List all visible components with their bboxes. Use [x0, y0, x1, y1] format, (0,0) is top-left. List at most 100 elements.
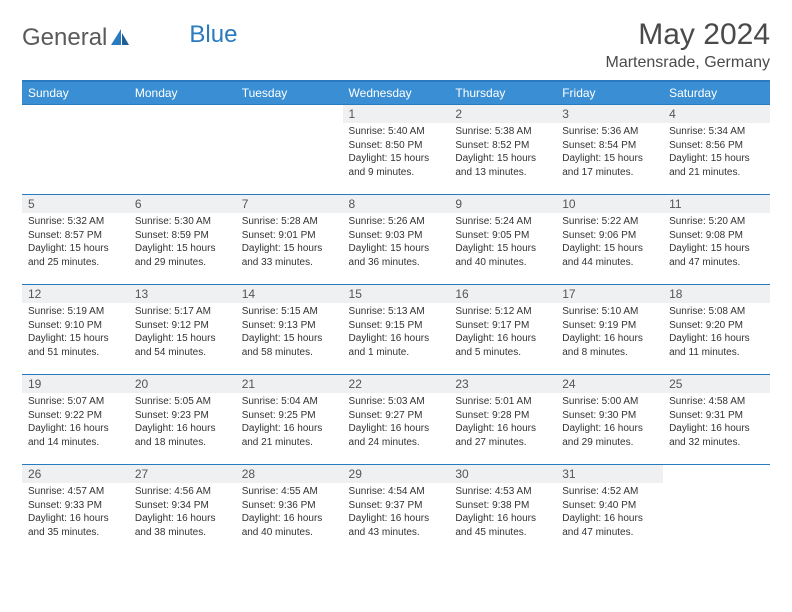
sunrise-text: Sunrise: 5:20 AM: [669, 215, 764, 229]
daylight-text: Daylight: 16 hours and 29 minutes.: [562, 422, 657, 449]
day-number: 30: [449, 465, 556, 483]
sunset-text: Sunset: 9:36 PM: [242, 499, 337, 513]
daylight-text: Daylight: 16 hours and 11 minutes.: [669, 332, 764, 359]
sunrise-text: Sunrise: 5:08 AM: [669, 305, 764, 319]
daylight-text: Daylight: 16 hours and 24 minutes.: [349, 422, 444, 449]
sunset-text: Sunset: 9:38 PM: [455, 499, 550, 513]
sunrise-text: Sunrise: 5:38 AM: [455, 125, 550, 139]
day-details: Sunrise: 5:34 AMSunset: 8:56 PMDaylight:…: [663, 123, 770, 183]
daylight-text: Daylight: 15 hours and 9 minutes.: [349, 152, 444, 179]
day-number: 24: [556, 375, 663, 393]
daylight-text: Daylight: 15 hours and 51 minutes.: [28, 332, 123, 359]
day-details: Sunrise: 5:17 AMSunset: 9:12 PMDaylight:…: [129, 303, 236, 363]
day-details: Sunrise: 5:24 AMSunset: 9:05 PMDaylight:…: [449, 213, 556, 273]
sunrise-text: Sunrise: 5:10 AM: [562, 305, 657, 319]
sunset-text: Sunset: 9:10 PM: [28, 319, 123, 333]
sunrise-text: Sunrise: 5:36 AM: [562, 125, 657, 139]
sunset-text: Sunset: 8:59 PM: [135, 229, 230, 243]
sunset-text: Sunset: 9:13 PM: [242, 319, 337, 333]
header: General Blue May 2024 Martensrade, Germa…: [22, 18, 770, 72]
day-number: 15: [343, 285, 450, 303]
daylight-text: Daylight: 16 hours and 5 minutes.: [455, 332, 550, 359]
day-details: Sunrise: 5:07 AMSunset: 9:22 PMDaylight:…: [22, 393, 129, 453]
sunset-text: Sunset: 9:27 PM: [349, 409, 444, 423]
sunset-text: Sunset: 9:30 PM: [562, 409, 657, 423]
day-number: 23: [449, 375, 556, 393]
day-details: Sunrise: 5:38 AMSunset: 8:52 PMDaylight:…: [449, 123, 556, 183]
calendar-cell: [663, 465, 770, 555]
calendar-row: 26Sunrise: 4:57 AMSunset: 9:33 PMDayligh…: [22, 465, 770, 555]
sunset-text: Sunset: 9:28 PM: [455, 409, 550, 423]
daylight-text: Daylight: 15 hours and 21 minutes.: [669, 152, 764, 179]
calendar-cell: 14Sunrise: 5:15 AMSunset: 9:13 PMDayligh…: [236, 285, 343, 375]
day-details: Sunrise: 5:36 AMSunset: 8:54 PMDaylight:…: [556, 123, 663, 183]
calendar-row: 5Sunrise: 5:32 AMSunset: 8:57 PMDaylight…: [22, 195, 770, 285]
brand-part1: General: [22, 24, 107, 52]
daylight-text: Daylight: 15 hours and 13 minutes.: [455, 152, 550, 179]
day-details: Sunrise: 4:58 AMSunset: 9:31 PMDaylight:…: [663, 393, 770, 453]
day-number: 20: [129, 375, 236, 393]
sunset-text: Sunset: 9:19 PM: [562, 319, 657, 333]
calendar-cell: 13Sunrise: 5:17 AMSunset: 9:12 PMDayligh…: [129, 285, 236, 375]
sunset-text: Sunset: 8:56 PM: [669, 139, 764, 153]
calendar-cell: 17Sunrise: 5:10 AMSunset: 9:19 PMDayligh…: [556, 285, 663, 375]
sunrise-text: Sunrise: 5:07 AM: [28, 395, 123, 409]
weekday-header: Tuesday: [236, 81, 343, 105]
day-details: Sunrise: 5:08 AMSunset: 9:20 PMDaylight:…: [663, 303, 770, 363]
day-number: 17: [556, 285, 663, 303]
calendar-cell: 22Sunrise: 5:03 AMSunset: 9:27 PMDayligh…: [343, 375, 450, 465]
day-details: Sunrise: 5:04 AMSunset: 9:25 PMDaylight:…: [236, 393, 343, 453]
sunrise-text: Sunrise: 5:00 AM: [562, 395, 657, 409]
day-number: 2: [449, 105, 556, 123]
sunset-text: Sunset: 9:40 PM: [562, 499, 657, 513]
calendar-cell: 16Sunrise: 5:12 AMSunset: 9:17 PMDayligh…: [449, 285, 556, 375]
day-details: Sunrise: 5:13 AMSunset: 9:15 PMDaylight:…: [343, 303, 450, 363]
sunrise-text: Sunrise: 5:19 AM: [28, 305, 123, 319]
sunset-text: Sunset: 9:34 PM: [135, 499, 230, 513]
sunrise-text: Sunrise: 4:58 AM: [669, 395, 764, 409]
day-details: Sunrise: 5:30 AMSunset: 8:59 PMDaylight:…: [129, 213, 236, 273]
daylight-text: Daylight: 15 hours and 58 minutes.: [242, 332, 337, 359]
day-number: 4: [663, 105, 770, 123]
day-details: Sunrise: 5:01 AMSunset: 9:28 PMDaylight:…: [449, 393, 556, 453]
calendar-cell: 30Sunrise: 4:53 AMSunset: 9:38 PMDayligh…: [449, 465, 556, 555]
day-details: Sunrise: 5:32 AMSunset: 8:57 PMDaylight:…: [22, 213, 129, 273]
sunrise-text: Sunrise: 5:32 AM: [28, 215, 123, 229]
sunrise-text: Sunrise: 5:22 AM: [562, 215, 657, 229]
sunrise-text: Sunrise: 5:34 AM: [669, 125, 764, 139]
calendar-cell: [129, 105, 236, 195]
sunrise-text: Sunrise: 5:26 AM: [349, 215, 444, 229]
day-number: 25: [663, 375, 770, 393]
day-number: 16: [449, 285, 556, 303]
calendar-cell: 19Sunrise: 5:07 AMSunset: 9:22 PMDayligh…: [22, 375, 129, 465]
day-details: Sunrise: 5:40 AMSunset: 8:50 PMDaylight:…: [343, 123, 450, 183]
daylight-text: Daylight: 15 hours and 29 minutes.: [135, 242, 230, 269]
calendar-cell: 12Sunrise: 5:19 AMSunset: 9:10 PMDayligh…: [22, 285, 129, 375]
day-details: Sunrise: 5:26 AMSunset: 9:03 PMDaylight:…: [343, 213, 450, 273]
sunset-text: Sunset: 8:52 PM: [455, 139, 550, 153]
daylight-text: Daylight: 16 hours and 43 minutes.: [349, 512, 444, 539]
calendar-cell: 21Sunrise: 5:04 AMSunset: 9:25 PMDayligh…: [236, 375, 343, 465]
day-number: 19: [22, 375, 129, 393]
sunrise-text: Sunrise: 4:56 AM: [135, 485, 230, 499]
day-details: Sunrise: 5:20 AMSunset: 9:08 PMDaylight:…: [663, 213, 770, 273]
sunrise-text: Sunrise: 5:04 AM: [242, 395, 337, 409]
day-details: Sunrise: 4:54 AMSunset: 9:37 PMDaylight:…: [343, 483, 450, 543]
daylight-text: Daylight: 15 hours and 25 minutes.: [28, 242, 123, 269]
day-number: 27: [129, 465, 236, 483]
sunrise-text: Sunrise: 5:12 AM: [455, 305, 550, 319]
day-number: 22: [343, 375, 450, 393]
sunset-text: Sunset: 9:31 PM: [669, 409, 764, 423]
sunset-text: Sunset: 9:23 PM: [135, 409, 230, 423]
day-number: 3: [556, 105, 663, 123]
daylight-text: Daylight: 15 hours and 17 minutes.: [562, 152, 657, 179]
daylight-text: Daylight: 15 hours and 47 minutes.: [669, 242, 764, 269]
day-details: Sunrise: 4:53 AMSunset: 9:38 PMDaylight:…: [449, 483, 556, 543]
day-details: Sunrise: 5:05 AMSunset: 9:23 PMDaylight:…: [129, 393, 236, 453]
daylight-text: Daylight: 16 hours and 40 minutes.: [242, 512, 337, 539]
sunset-text: Sunset: 9:06 PM: [562, 229, 657, 243]
calendar-row: 1Sunrise: 5:40 AMSunset: 8:50 PMDaylight…: [22, 105, 770, 195]
daylight-text: Daylight: 16 hours and 32 minutes.: [669, 422, 764, 449]
daylight-text: Daylight: 15 hours and 36 minutes.: [349, 242, 444, 269]
calendar-cell: 18Sunrise: 5:08 AMSunset: 9:20 PMDayligh…: [663, 285, 770, 375]
